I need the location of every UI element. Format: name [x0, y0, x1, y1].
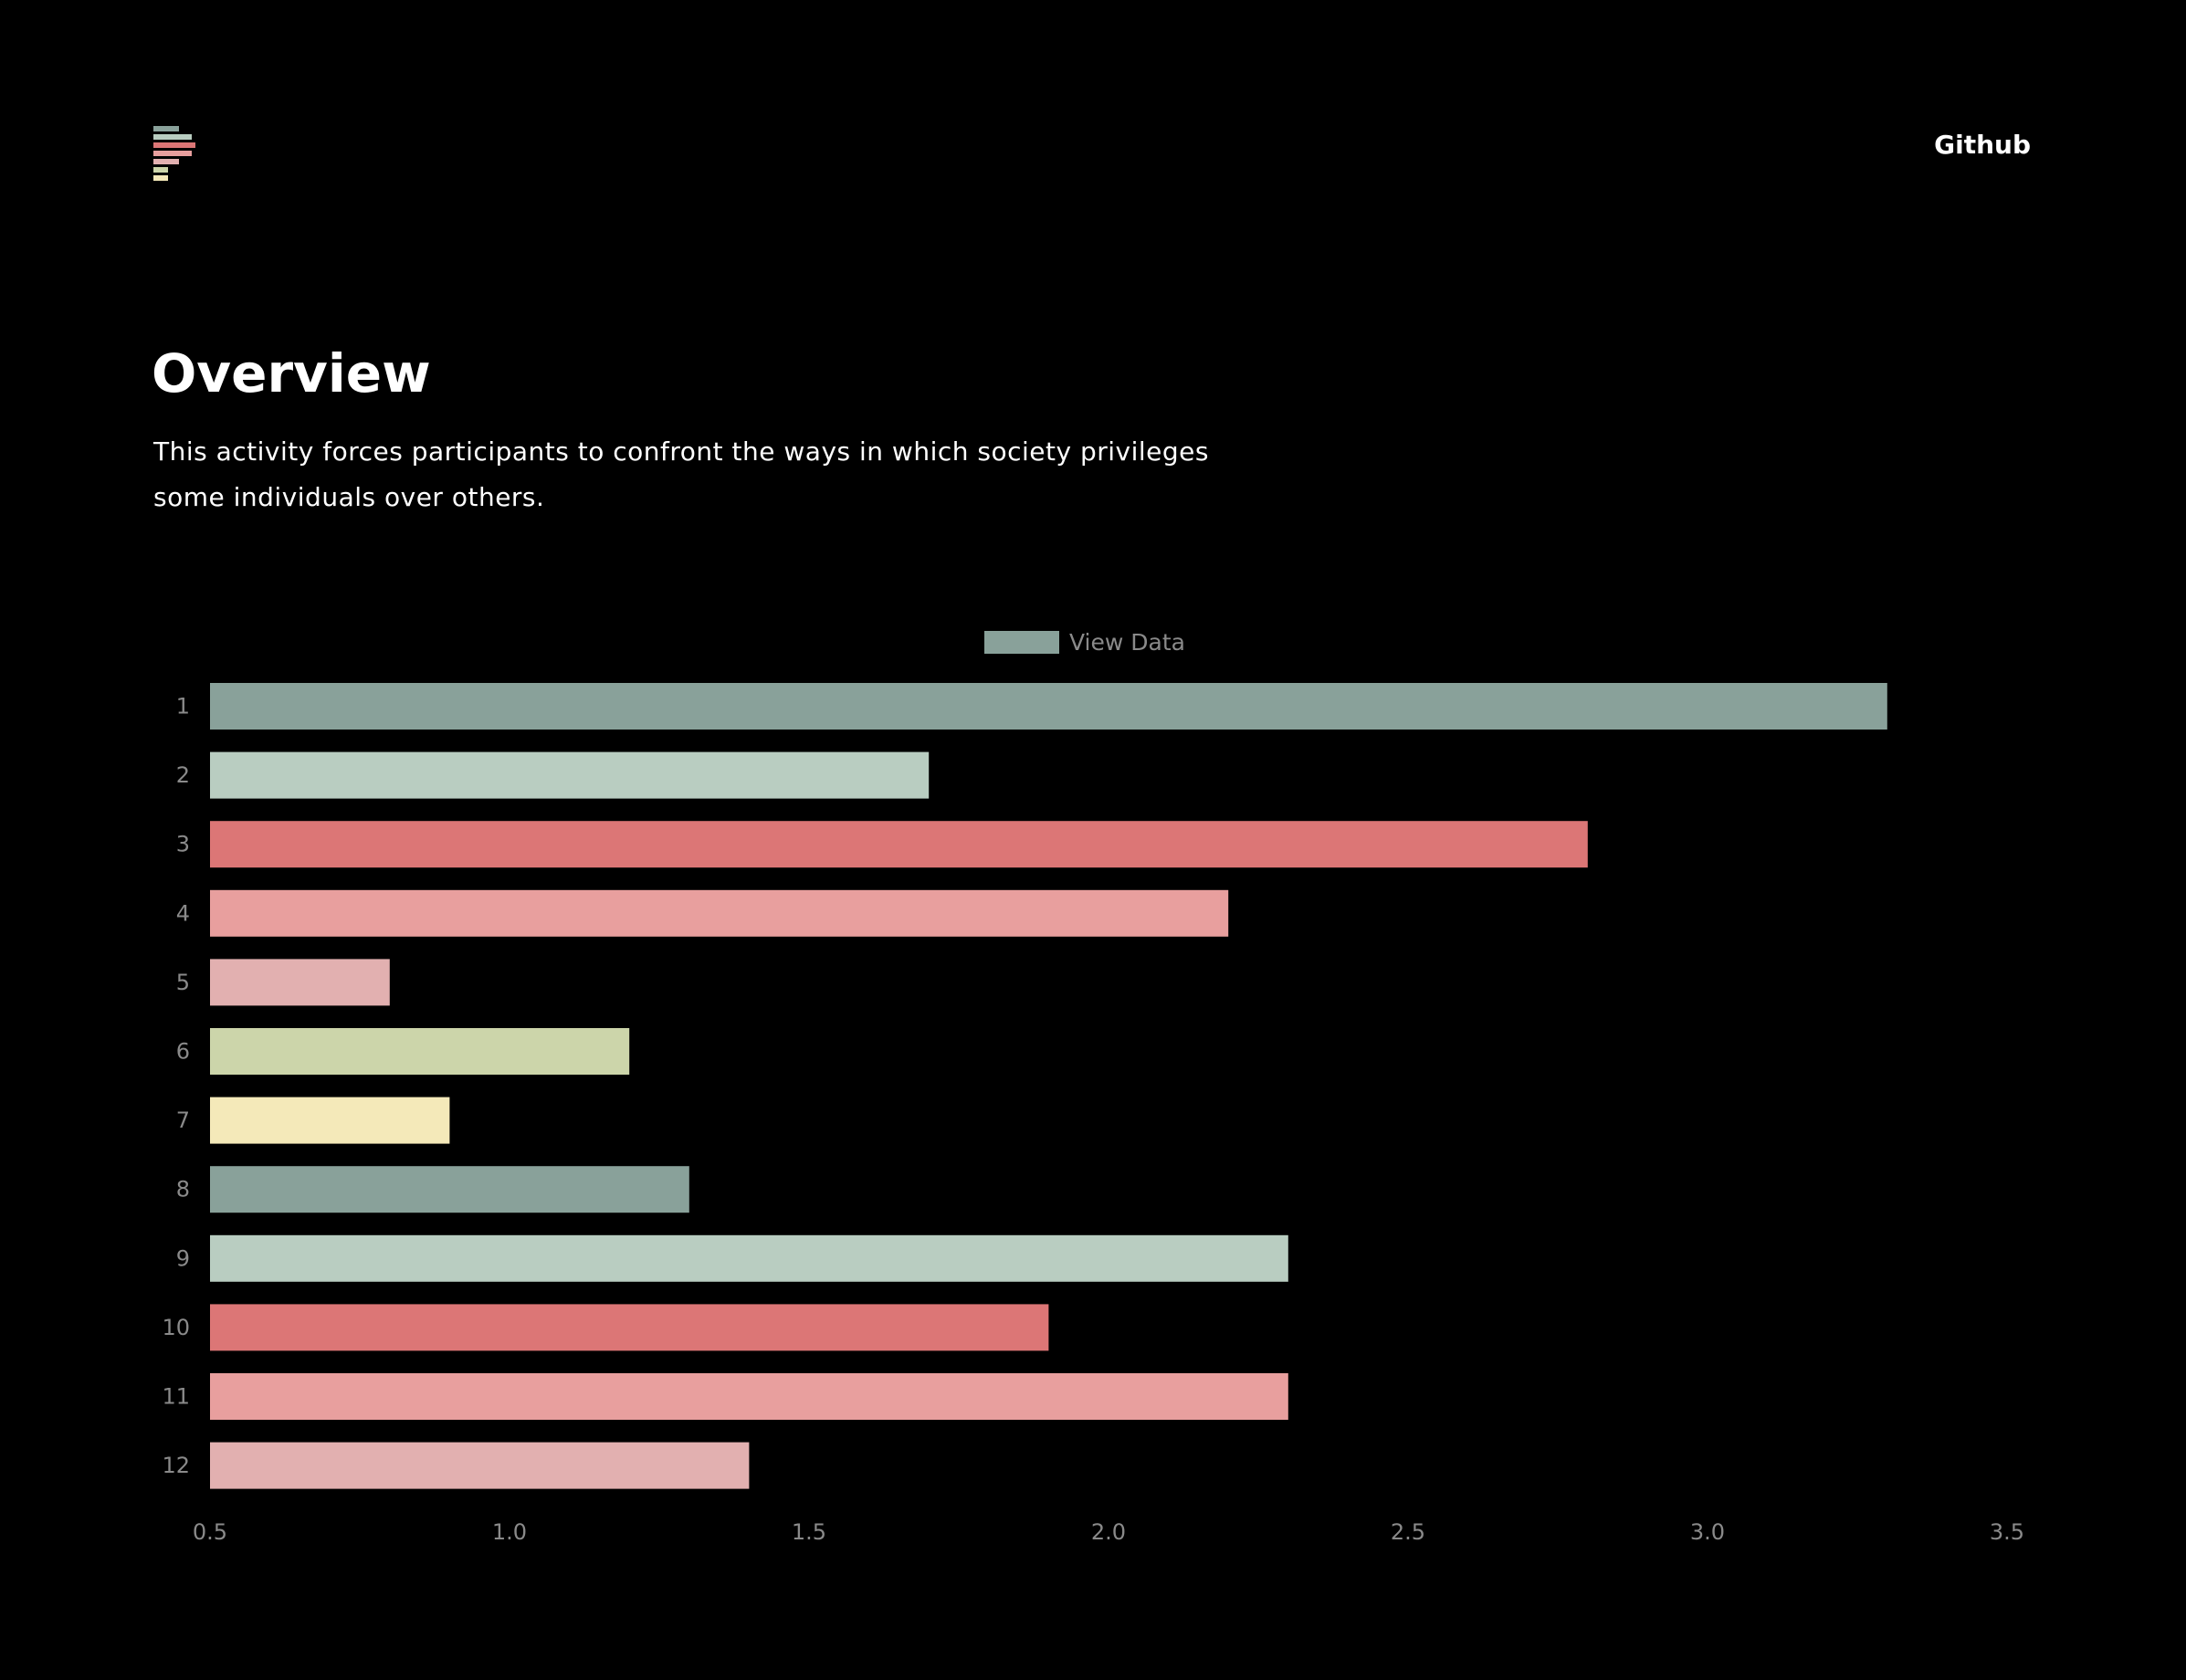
y-tick-label: 7 [176, 1108, 190, 1133]
y-tick-label: 4 [176, 900, 190, 926]
logo-bar [153, 151, 192, 156]
bar-3 [210, 821, 1588, 868]
y-tick-label: 10 [162, 1315, 190, 1340]
logo-bar [153, 142, 195, 148]
y-tick-label: 3 [176, 832, 190, 857]
x-tick-label: 3.0 [1690, 1519, 1725, 1545]
y-tick-label: 8 [176, 1177, 190, 1202]
x-tick-label: 2.5 [1391, 1519, 1425, 1545]
y-tick-label: 6 [176, 1039, 190, 1065]
logo-bar [153, 134, 192, 140]
github-link[interactable]: Github [1934, 130, 2031, 160]
bar-11 [210, 1373, 1288, 1420]
bar-4 [210, 889, 1229, 937]
y-tick-label: 2 [176, 762, 190, 788]
y-tick-label: 12 [162, 1453, 190, 1478]
bar-12 [210, 1442, 750, 1489]
bar-1 [210, 683, 1887, 730]
legend-swatch [984, 631, 1059, 654]
bar-2 [210, 751, 930, 799]
logo-bar [153, 175, 168, 181]
x-tick-label: 2.0 [1091, 1519, 1126, 1545]
bar-8 [210, 1166, 689, 1213]
y-tick-label: 1 [176, 694, 190, 719]
bar-5 [210, 959, 390, 1006]
logo-icon [153, 126, 197, 188]
y-tick-label: 11 [162, 1384, 190, 1410]
y-tick-label: 9 [176, 1245, 190, 1271]
x-tick-label: 3.5 [1990, 1519, 2024, 1545]
x-tick-label: 1.0 [492, 1519, 527, 1545]
page-title: Overview [152, 342, 431, 404]
bar-10 [210, 1304, 1049, 1351]
y-tick-label: 5 [176, 970, 190, 995]
logo-bar [153, 167, 168, 173]
page-description: This activity forces participants to con… [153, 436, 1209, 512]
logo-bar [153, 159, 179, 164]
bar-7 [210, 1097, 450, 1144]
legend-label: View Data [1069, 629, 1185, 656]
logo-bar [153, 126, 179, 131]
bar-9 [210, 1234, 1288, 1282]
x-tick-label: 0.5 [193, 1519, 227, 1545]
x-tick-label: 1.5 [792, 1519, 826, 1545]
bar-6 [210, 1028, 630, 1075]
